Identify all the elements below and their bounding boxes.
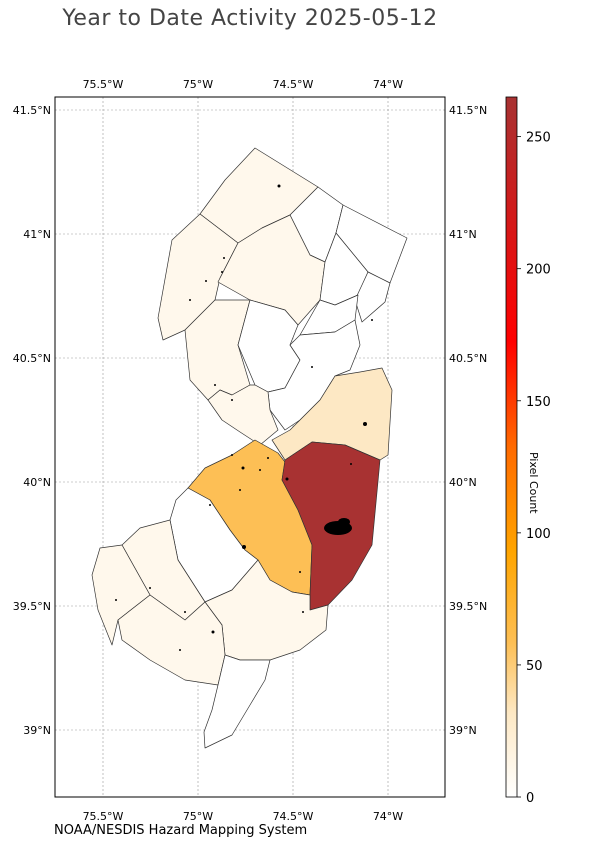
colorbar [505, 96, 518, 798]
county-cape-may [203, 654, 271, 749]
county-mercer [207, 384, 279, 446]
lat-label-left: 39°N [23, 724, 51, 737]
lon-label-top: 74.5°W [273, 78, 314, 91]
lat-label-left: 40°N [23, 476, 51, 489]
burn-scar-ocean-2 [338, 518, 350, 526]
lon-label-bottom: 74°W [373, 810, 403, 823]
lat-label-left: 41°N [23, 228, 51, 241]
lat-label-right: 39°N [449, 724, 477, 737]
colorbar-tick-label: 100 [526, 527, 551, 542]
credit-text: NOAA/NESDIS Hazard Mapping System [54, 823, 308, 838]
lat-label-left: 40.5°N [13, 352, 51, 365]
lon-label-bottom: 75.5°W [83, 810, 124, 823]
lon-label-bottom: 74.5°W [273, 810, 314, 823]
colorbar-label: Pixel Count [527, 452, 540, 514]
lat-label-right: 41°N [449, 228, 477, 241]
lon-label-bottom: 75°W [183, 810, 213, 823]
lat-label-left: 39.5°N [13, 600, 51, 613]
lat-label-right: 39.5°N [449, 600, 487, 613]
plot-frame [54, 96, 446, 798]
map-title: Year to Date Activity 2025-05-12 [62, 6, 438, 31]
lon-label-top: 75°W [183, 78, 213, 91]
colorbar-tick-label: 250 [526, 131, 551, 146]
colorbar-tick-label: 200 [526, 263, 551, 278]
lon-label-top: 75.5°W [83, 78, 124, 91]
lat-label-right: 40.5°N [449, 352, 487, 365]
tick-labels: 75.5°W 75.5°W 75°W 75°W 74.5°W 74.5°W 74°W 74°W… [13, 78, 487, 823]
lon-label-top: 74°W [373, 78, 403, 91]
lat-label-right: 41.5°N [449, 104, 487, 117]
colorbar-tick-label: 150 [526, 395, 551, 410]
colorbar-ticks: 0 50 100 150 200 250 [517, 131, 551, 806]
colorbar-tick-label: 0 [526, 791, 534, 806]
fire-detections [115, 184, 373, 651]
colorbar-tick-label: 50 [526, 659, 543, 674]
lat-label-left: 41.5°N [13, 104, 51, 117]
county-layer [91, 147, 408, 749]
lat-label-right: 40°N [449, 476, 477, 489]
